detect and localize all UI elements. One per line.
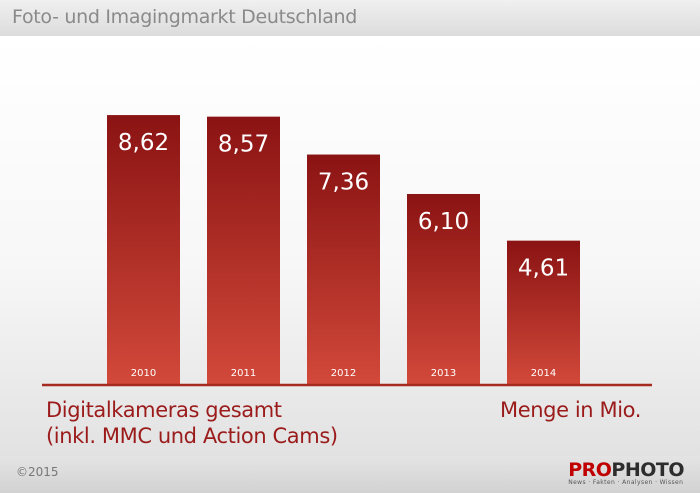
category-label-2013: 2013 [431,368,456,379]
value-label-2013: 6,10 [418,209,469,235]
logo-tagline: News · Fakten · Analysen · Wissen [568,479,684,486]
series-caption: Digitalkameras gesamt (inkl. MMC und Act… [46,397,386,449]
unit-caption: Menge in Mio. [500,398,642,422]
footer-bar: ©2015 PROPHOTO News · Fakten · Analysen … [0,456,700,493]
bar-2012 [307,154,380,385]
value-label-2011: 8,57 [218,132,269,158]
bar-2014 [507,240,580,385]
value-label-2014: 4,61 [518,256,569,282]
value-label-2012: 7,36 [318,170,369,196]
caption-line-1: Digitalkameras gesamt [46,398,282,422]
category-label-2012: 2012 [331,368,356,379]
bar-2013 [407,193,480,385]
category-label-2011: 2011 [231,368,256,379]
header-bar: Foto- und Imagingmarkt Deutschland [0,0,700,36]
prophoto-logo: PROPHOTO News · Fakten · Analysen · Wiss… [568,459,684,486]
copyright-text: ©2015 [16,465,59,479]
bar-2010 [107,115,180,385]
value-label-2010: 8,62 [118,130,169,156]
category-label-2010: 2010 [131,368,156,379]
logo-pro: PRO [568,459,612,481]
logo-photo: PHOTO [611,459,684,481]
caption-line-2: (inkl. MMC und Action Cams) [46,424,338,448]
bars-group: 8,62 2010 8,57 2011 7,36 2012 6,10 2013 4,61 2014 [107,115,580,386]
chart-title: Foto- und Imagingmarkt Deutschland [12,6,358,28]
category-label-2014: 2014 [531,368,556,379]
bar-2011 [207,116,280,386]
logo-wordmark: PROPHOTO [568,459,684,481]
